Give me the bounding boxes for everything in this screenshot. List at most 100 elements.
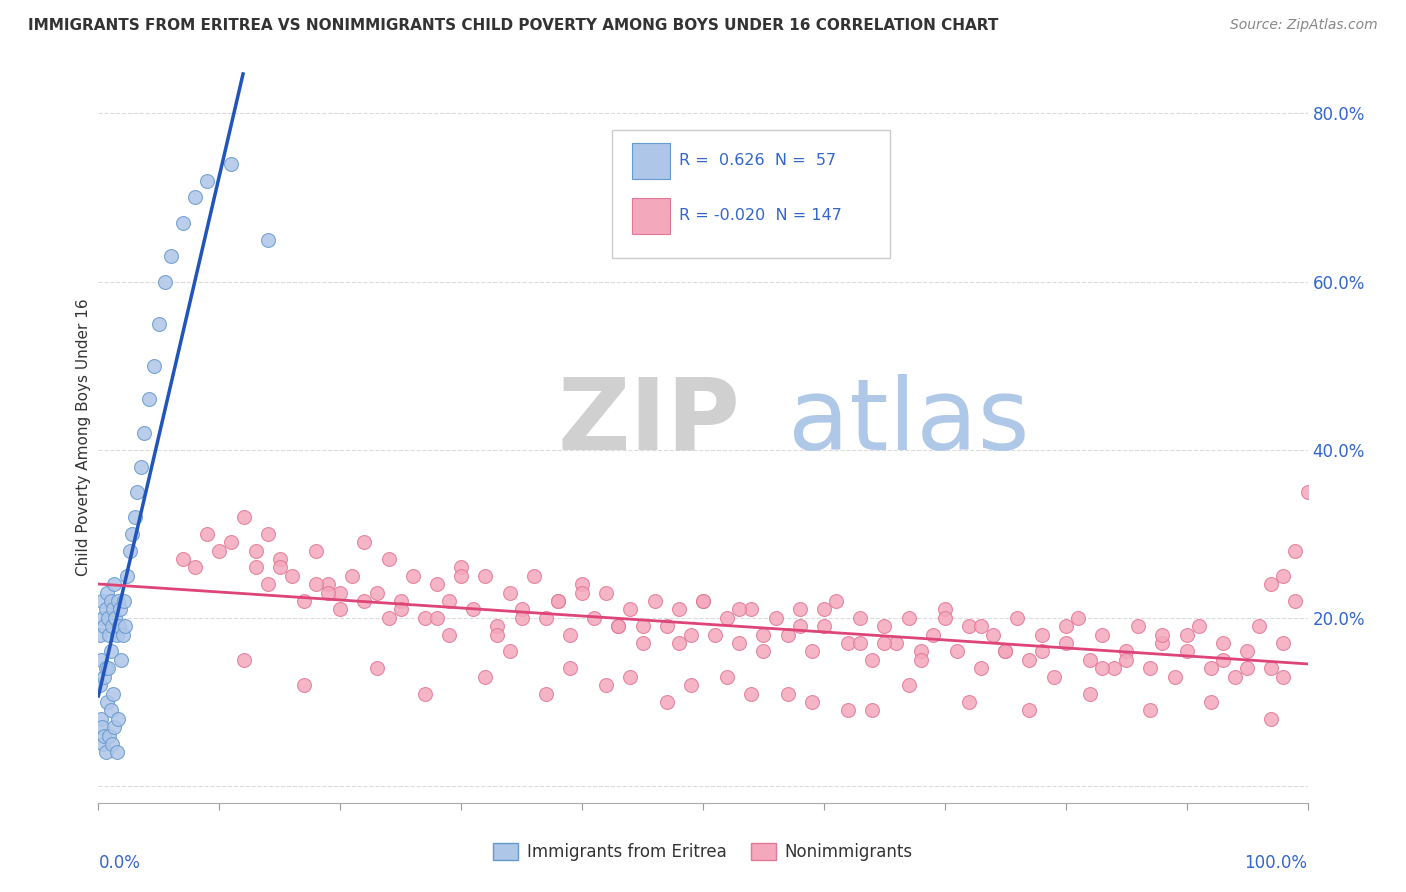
Point bbox=[184, 560, 207, 574]
Point bbox=[692, 594, 714, 608]
Legend: Immigrants from Eritrea, Nonimmigrants: Immigrants from Eritrea, Nonimmigrants bbox=[486, 836, 920, 868]
Point bbox=[316, 585, 339, 599]
Point bbox=[96, 695, 118, 709]
Point bbox=[631, 619, 654, 633]
Point bbox=[91, 737, 114, 751]
Text: 100.0%: 100.0% bbox=[1244, 854, 1308, 872]
Point bbox=[148, 317, 170, 331]
Point bbox=[93, 619, 115, 633]
Point bbox=[558, 627, 581, 641]
Point bbox=[849, 636, 872, 650]
Point bbox=[366, 585, 388, 599]
FancyBboxPatch shape bbox=[631, 143, 671, 179]
Point bbox=[873, 636, 896, 650]
Point bbox=[105, 745, 128, 759]
Point bbox=[644, 594, 666, 608]
Point bbox=[886, 636, 908, 650]
Point bbox=[510, 602, 533, 616]
Point bbox=[1139, 661, 1161, 675]
Point bbox=[105, 627, 128, 641]
Point bbox=[305, 543, 328, 558]
Point bbox=[1163, 670, 1185, 684]
Point bbox=[93, 670, 115, 684]
Point bbox=[1152, 636, 1174, 650]
Point bbox=[946, 644, 969, 658]
Point bbox=[1199, 695, 1222, 709]
Point bbox=[426, 577, 449, 591]
Point bbox=[547, 594, 569, 608]
Point bbox=[1212, 653, 1234, 667]
Point bbox=[134, 425, 156, 440]
Point bbox=[402, 569, 425, 583]
Point bbox=[121, 526, 143, 541]
Point bbox=[1296, 484, 1319, 499]
Point bbox=[184, 190, 207, 204]
Point bbox=[100, 594, 122, 608]
Point bbox=[463, 602, 485, 616]
Text: Source: ZipAtlas.com: Source: ZipAtlas.com bbox=[1230, 18, 1378, 32]
Point bbox=[1102, 661, 1125, 675]
Point bbox=[547, 594, 569, 608]
Point bbox=[1091, 661, 1114, 675]
Point bbox=[1284, 594, 1306, 608]
Point bbox=[655, 619, 678, 633]
Point bbox=[679, 627, 702, 641]
Point bbox=[450, 560, 472, 574]
Point bbox=[160, 249, 183, 263]
Point bbox=[98, 729, 121, 743]
Point bbox=[789, 602, 811, 616]
Point bbox=[94, 661, 117, 675]
Point bbox=[221, 157, 243, 171]
Point bbox=[413, 686, 436, 700]
Point bbox=[100, 737, 122, 751]
Point bbox=[765, 611, 787, 625]
Point bbox=[413, 611, 436, 625]
Point bbox=[970, 619, 993, 633]
Point bbox=[837, 636, 859, 650]
Point bbox=[1212, 636, 1234, 650]
Point bbox=[208, 543, 231, 558]
Point bbox=[89, 627, 111, 641]
Point bbox=[329, 585, 352, 599]
Point bbox=[377, 611, 399, 625]
Point bbox=[100, 644, 122, 658]
Point bbox=[813, 619, 835, 633]
Point bbox=[571, 577, 593, 591]
Point bbox=[1199, 661, 1222, 675]
Point bbox=[97, 611, 120, 625]
Point bbox=[389, 602, 412, 616]
Point bbox=[103, 720, 125, 734]
Point bbox=[655, 695, 678, 709]
Point bbox=[486, 619, 509, 633]
Point bbox=[172, 552, 194, 566]
Point bbox=[221, 535, 243, 549]
Point bbox=[873, 619, 896, 633]
Point bbox=[740, 686, 762, 700]
Point bbox=[813, 602, 835, 616]
Point bbox=[89, 678, 111, 692]
Point bbox=[292, 594, 315, 608]
Point bbox=[108, 619, 131, 633]
Point bbox=[316, 577, 339, 591]
Point bbox=[281, 569, 304, 583]
Point bbox=[245, 560, 267, 574]
Point bbox=[96, 585, 118, 599]
Point bbox=[1115, 644, 1137, 658]
Point bbox=[716, 611, 738, 625]
Point bbox=[994, 644, 1017, 658]
Point bbox=[256, 526, 278, 541]
Point bbox=[1115, 653, 1137, 667]
Point bbox=[534, 686, 557, 700]
Point bbox=[571, 585, 593, 599]
Point bbox=[1260, 577, 1282, 591]
Point bbox=[1175, 627, 1198, 641]
Text: R =  0.626  N =  57: R = 0.626 N = 57 bbox=[679, 153, 837, 168]
Point bbox=[91, 720, 114, 734]
Point bbox=[910, 653, 932, 667]
Point bbox=[114, 619, 136, 633]
Point bbox=[90, 712, 112, 726]
Point bbox=[1054, 636, 1077, 650]
Point bbox=[619, 602, 641, 616]
Point bbox=[1272, 670, 1295, 684]
Point bbox=[269, 560, 291, 574]
